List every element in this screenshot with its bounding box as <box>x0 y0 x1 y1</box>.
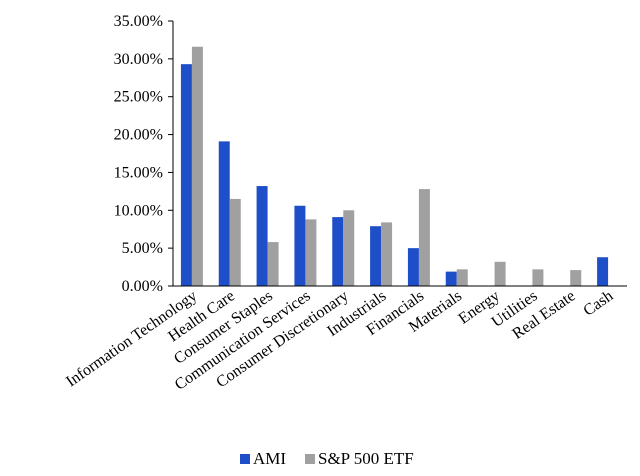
legend-label: S&P 500 ETF <box>318 449 414 468</box>
y-tick-label: 10.00% <box>114 202 163 219</box>
bar-sp500-etf <box>570 270 582 286</box>
bar-sp500-etf <box>343 210 355 286</box>
y-tick-label: 35.00% <box>114 13 163 30</box>
bar-ami <box>445 271 457 286</box>
legend-swatch-sp500-etf <box>305 454 315 464</box>
legend: AMI S&P 500 ETF <box>240 449 414 468</box>
bars <box>180 46 609 287</box>
y-tick-label: 15.00% <box>114 164 163 181</box>
bar-ami <box>256 186 268 286</box>
y-tick-label: 20.00% <box>114 127 163 144</box>
bar-sp500-etf <box>532 269 544 286</box>
y-tick-label: 5.00% <box>122 240 163 257</box>
bar-sp500-etf <box>229 198 241 286</box>
legend-swatch-ami <box>240 454 250 464</box>
y-axis: 0.00% 5.00% 10.00% 15.00% 20.00% 25.00% 30.00%… <box>114 13 174 295</box>
bar-ami <box>180 64 192 287</box>
y-tick-label: 0.00% <box>122 278 163 295</box>
x-category-label: Cash <box>580 287 616 319</box>
bar-sp500-etf <box>381 222 393 286</box>
bar-sp500-etf <box>305 219 317 286</box>
bar-ami <box>218 141 230 286</box>
bar-sp500-etf <box>418 189 430 286</box>
bar-sp500-etf <box>456 269 468 286</box>
bar-ami <box>407 248 419 286</box>
bar-sp500-etf <box>494 261 506 286</box>
bar-sp500-etf <box>267 242 279 286</box>
legend-label: AMI <box>253 449 286 468</box>
y-tick-label: 25.00% <box>114 89 163 106</box>
bar-ami <box>370 226 382 286</box>
y-tick-label: 30.00% <box>114 51 163 68</box>
bar-ami <box>597 257 609 286</box>
bar-sp500-etf <box>191 46 203 286</box>
bar-ami <box>332 217 344 286</box>
bar-ami <box>294 205 306 286</box>
